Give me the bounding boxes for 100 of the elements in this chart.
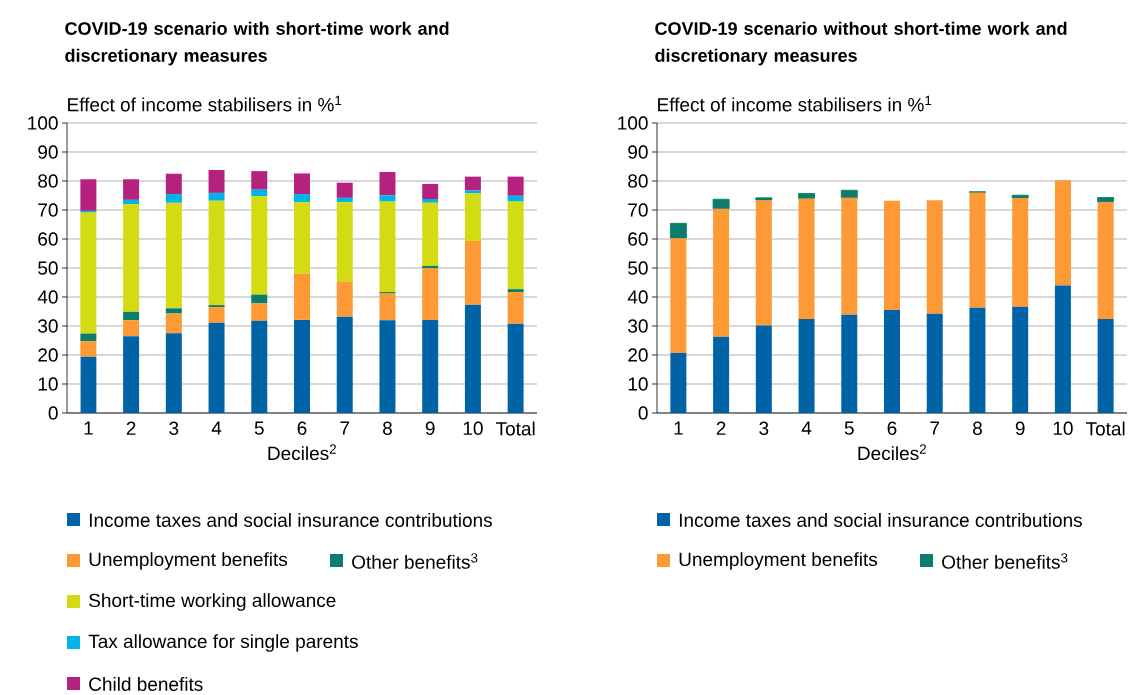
y-tick-label: 80 bbox=[38, 174, 58, 188]
bar bbox=[507, 195, 524, 202]
x-tick-label: 4 bbox=[211, 421, 222, 435]
bar bbox=[80, 356, 97, 413]
x-tick-label: 10 bbox=[463, 421, 483, 435]
x-tick-label: 1 bbox=[84, 421, 93, 435]
y-tick-label: 40 bbox=[627, 290, 648, 304]
bar bbox=[926, 313, 943, 413]
bar bbox=[1097, 319, 1114, 413]
bar bbox=[379, 293, 396, 321]
bar bbox=[123, 204, 140, 312]
y-tick-label: 50 bbox=[628, 261, 648, 275]
y-tick-label: 10 bbox=[628, 377, 648, 391]
bar bbox=[336, 202, 353, 282]
bar bbox=[422, 319, 439, 413]
bar bbox=[165, 313, 182, 334]
chart-title: COVID-19 scenario with short-time work and discretionary measures bbox=[65, 21, 449, 66]
bar bbox=[507, 289, 524, 293]
x-tick-label: 4 bbox=[801, 421, 812, 435]
legend-label: Other benefits$^{3}$ bbox=[942, 553, 1068, 569]
bar bbox=[80, 333, 97, 342]
bar bbox=[422, 202, 439, 266]
x-tick-label: 8 bbox=[973, 421, 982, 435]
x-tick-label: 9 bbox=[425, 421, 435, 435]
x-tick-label: 7 bbox=[930, 421, 940, 435]
x-tick-label: 2 bbox=[716, 421, 726, 435]
x-tick-label: 7 bbox=[340, 421, 350, 435]
y-tick-label: 40 bbox=[37, 290, 58, 304]
bar bbox=[422, 198, 439, 203]
bar bbox=[208, 307, 225, 323]
bar bbox=[165, 202, 182, 309]
bar bbox=[755, 197, 773, 201]
bar bbox=[969, 192, 986, 308]
bar bbox=[379, 195, 396, 202]
bar bbox=[336, 182, 353, 198]
bar bbox=[251, 171, 268, 190]
bar bbox=[123, 311, 140, 321]
legend-label: Income taxes and social insurance contributions bbox=[89, 513, 492, 527]
x-tick-label: 6 bbox=[297, 421, 307, 435]
y-tick-label: 20 bbox=[628, 348, 648, 362]
bar bbox=[507, 201, 524, 290]
y-tick-label: 20 bbox=[38, 348, 58, 362]
x-axis-title: Deciles$^{2}$ bbox=[268, 444, 336, 461]
bar bbox=[336, 281, 353, 317]
y-tick-label: 70 bbox=[628, 203, 648, 217]
bar bbox=[379, 320, 396, 413]
x-tick-label: Total bbox=[1086, 421, 1125, 436]
bar bbox=[1054, 285, 1071, 413]
bar bbox=[251, 196, 268, 295]
bar bbox=[251, 320, 268, 413]
x-tick-label: 1 bbox=[674, 421, 683, 435]
x-axis-title: Deciles$^{2}$ bbox=[858, 444, 926, 461]
x-tick-label: 3 bbox=[759, 421, 769, 435]
y-axis-title: Effect of income stabilisers in %$^{1}$ bbox=[68, 95, 342, 112]
bar bbox=[669, 222, 687, 239]
bar bbox=[294, 273, 311, 320]
y-tick-label: 90 bbox=[628, 145, 648, 159]
bar bbox=[80, 212, 97, 334]
bar bbox=[165, 333, 182, 413]
bar bbox=[294, 319, 311, 413]
bar bbox=[208, 169, 225, 193]
bar bbox=[840, 189, 858, 199]
bar bbox=[165, 308, 182, 314]
bar bbox=[123, 320, 140, 337]
bar bbox=[294, 194, 311, 203]
bar bbox=[123, 336, 140, 413]
y-tick-label: 10 bbox=[38, 377, 58, 391]
bar bbox=[80, 341, 97, 357]
y-tick-label: 0 bbox=[638, 406, 648, 420]
bar bbox=[379, 172, 396, 196]
bar bbox=[464, 176, 481, 191]
y-tick-label: 30 bbox=[628, 319, 648, 333]
bar bbox=[841, 314, 858, 413]
bar bbox=[1012, 306, 1029, 413]
legend-label: Child benefits bbox=[89, 677, 203, 691]
bar bbox=[1097, 201, 1114, 320]
chart-title: COVID-19 scenario without short-time work and discretionary measures bbox=[655, 21, 1067, 66]
legend-label: Income taxes and social insurance contributions bbox=[679, 513, 1082, 527]
x-tick-label: 8 bbox=[383, 421, 392, 435]
bar bbox=[422, 268, 439, 320]
bar bbox=[208, 200, 225, 306]
legend-label: Unemployment benefits bbox=[89, 552, 288, 570]
bar bbox=[208, 192, 225, 201]
bar bbox=[165, 173, 182, 195]
bar bbox=[969, 307, 986, 413]
bar bbox=[464, 193, 481, 242]
bar bbox=[294, 173, 311, 195]
bar bbox=[670, 238, 687, 353]
legend-label: Tax allowance for single parents bbox=[88, 634, 358, 652]
bar bbox=[755, 200, 772, 326]
bar bbox=[755, 325, 772, 413]
bar bbox=[670, 352, 687, 413]
x-tick-label: 3 bbox=[169, 421, 179, 435]
bar bbox=[926, 200, 943, 314]
bar bbox=[884, 310, 901, 413]
bar bbox=[798, 198, 815, 320]
bar bbox=[251, 294, 268, 304]
bar bbox=[123, 179, 140, 200]
bar bbox=[251, 303, 268, 321]
x-tick-label: 10 bbox=[1053, 421, 1073, 435]
